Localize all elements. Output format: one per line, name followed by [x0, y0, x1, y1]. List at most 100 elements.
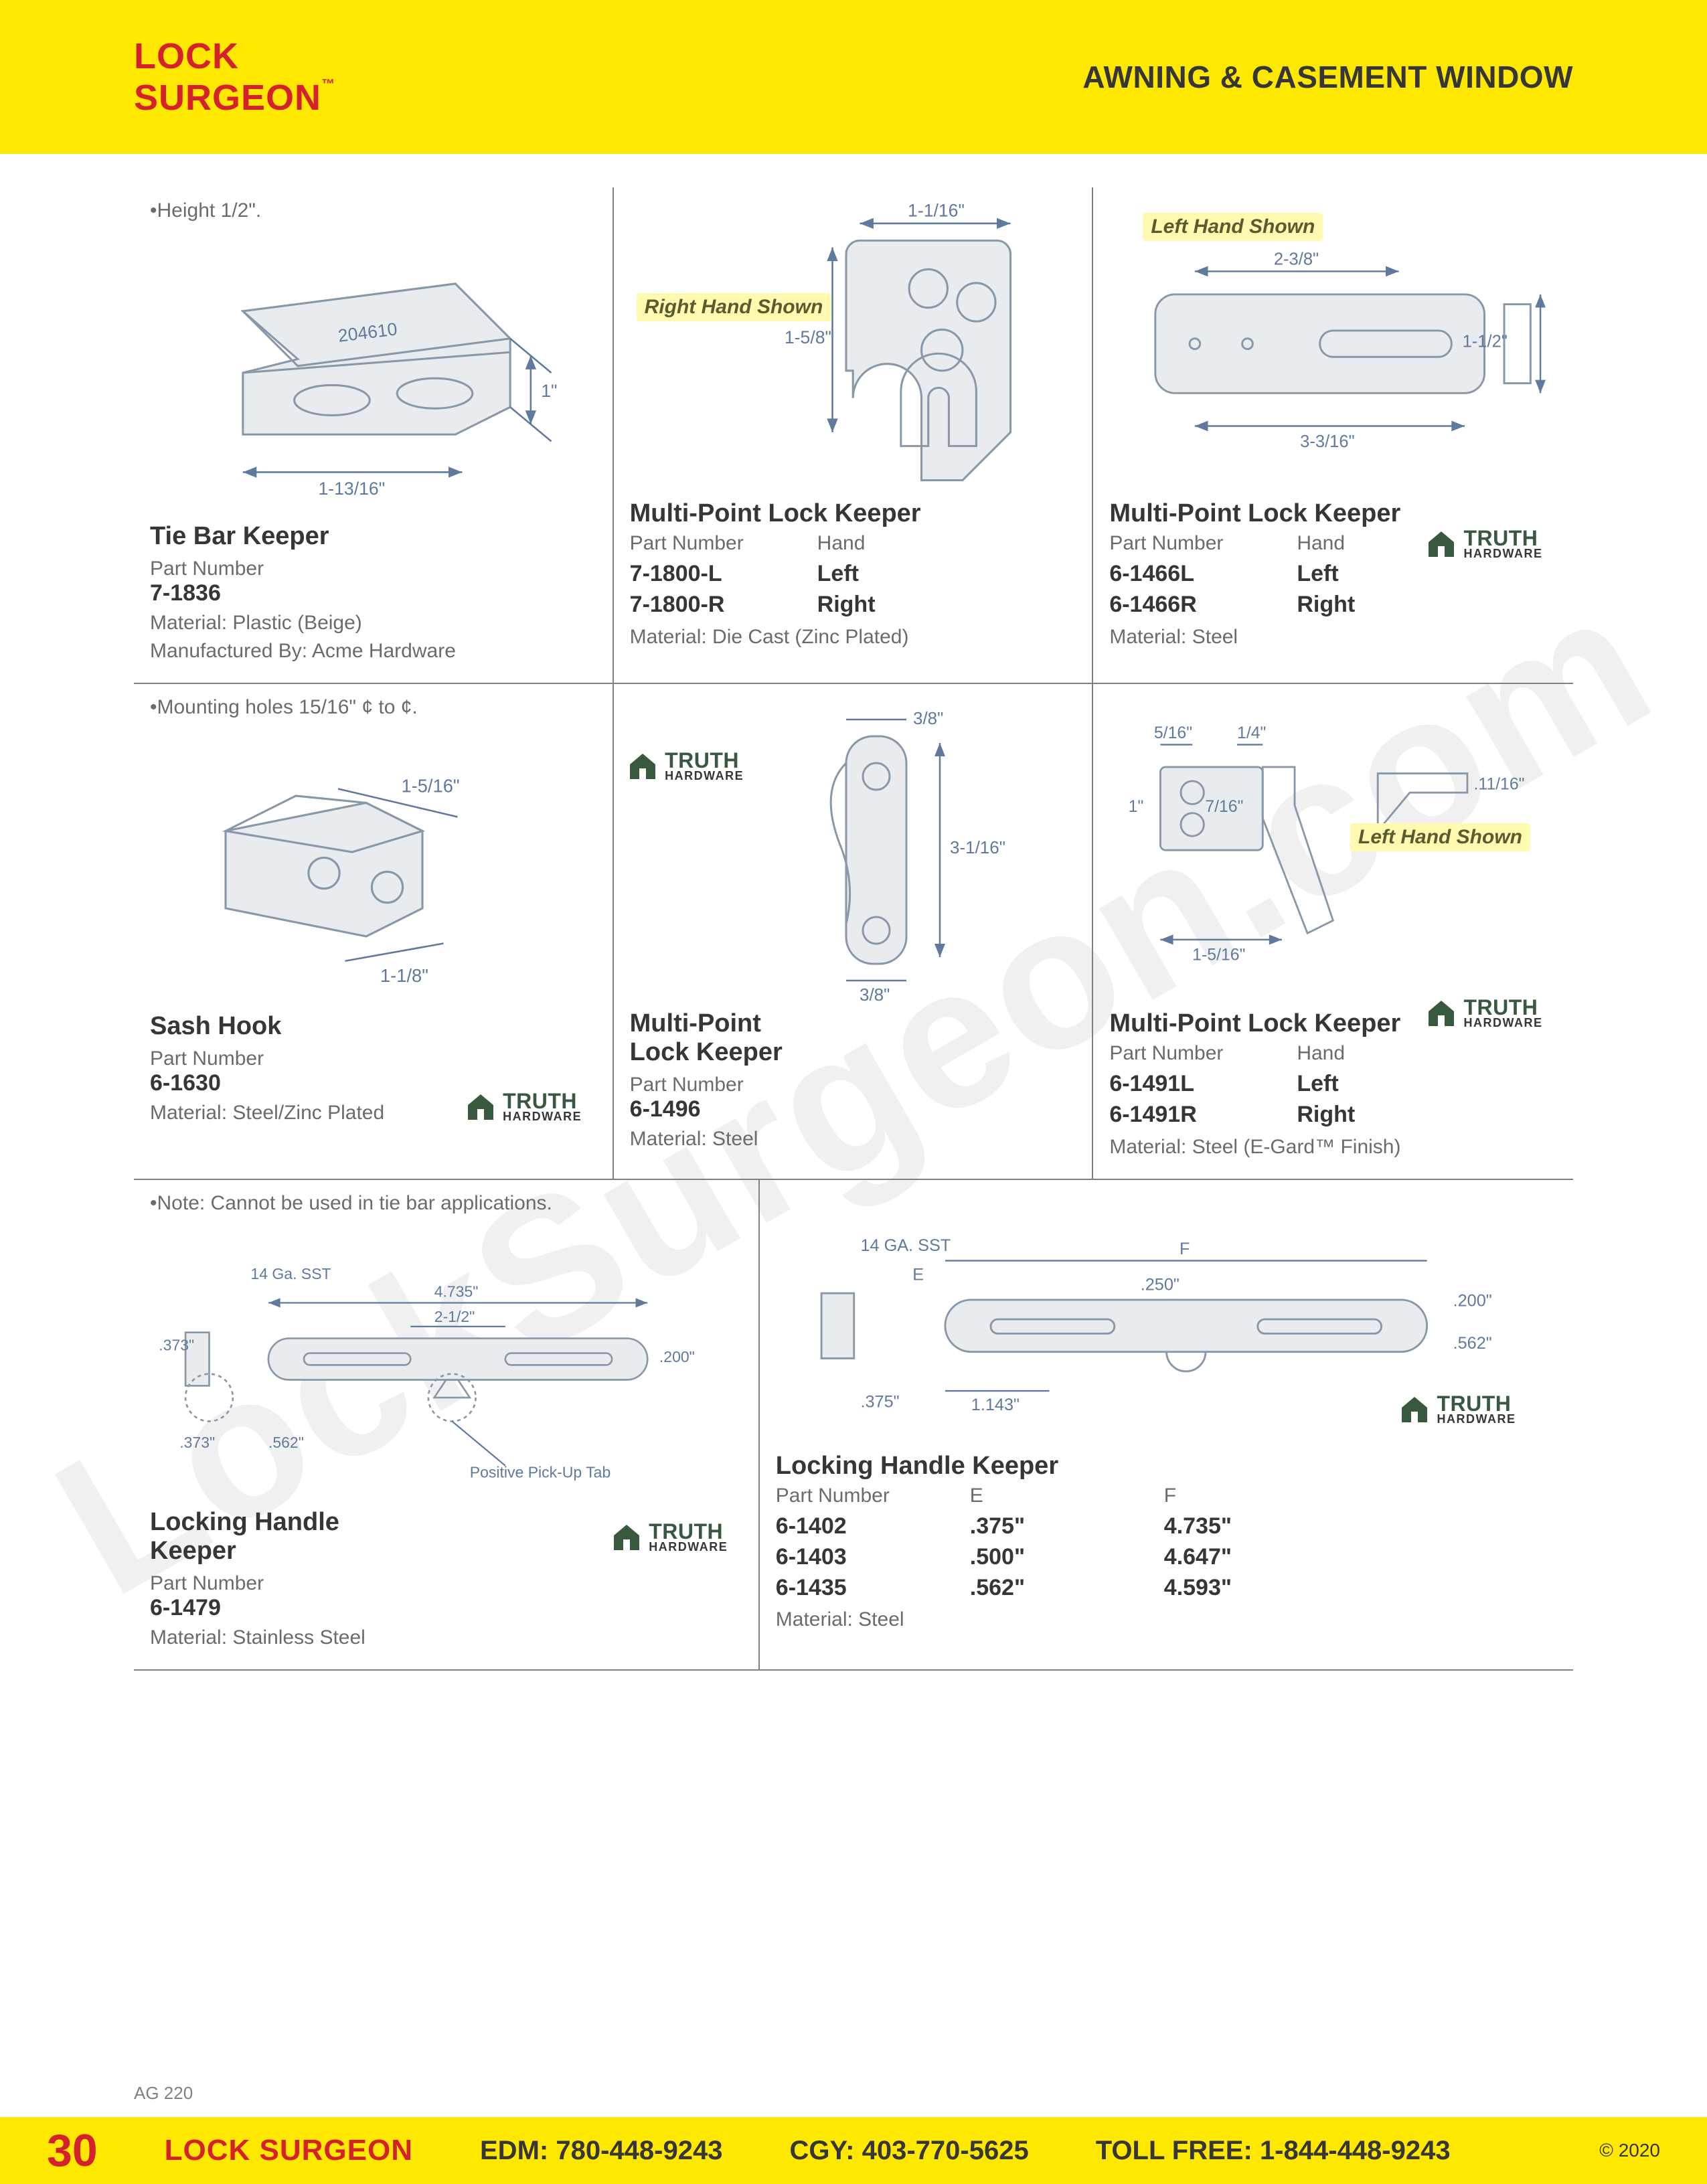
svg-text:1": 1": [1129, 798, 1144, 816]
product-title: Multi-Point Lock Keeper: [630, 499, 1076, 528]
spec-header: Part Number Hand: [1109, 1042, 1557, 1065]
pn-value: 7-1836: [150, 580, 596, 606]
svg-text:14 GA. SST: 14 GA. SST: [860, 1236, 951, 1255]
svg-text:1.143": 1.143": [971, 1396, 1020, 1414]
pn-value: 6-1496: [630, 1096, 1076, 1122]
material-line: Material: Steel: [1109, 626, 1557, 649]
spec-rows: 7-1800-L 7-1800-R Left Right: [630, 559, 1076, 620]
svg-text:7/16": 7/16": [1206, 798, 1244, 816]
product-row-1: •Height 1/2". 204610 1-13/16": [134, 187, 1573, 684]
mfg-line: Manufactured By: Acme Hardware: [150, 640, 596, 663]
truth-logo: TRUTHHARDWARE: [1399, 1394, 1533, 1441]
svg-text:.200": .200": [659, 1348, 695, 1365]
product-title: Locking Handle Keeper: [776, 1452, 1557, 1481]
svg-text:1/4": 1/4": [1237, 724, 1266, 742]
svg-text:4.735": 4.735": [434, 1282, 479, 1300]
product-title: Locking Handle Keeper: [150, 1508, 351, 1566]
hand-note: Right Hand Shown: [637, 293, 831, 321]
svg-text:E: E: [912, 1265, 924, 1284]
pn-label: Part Number: [150, 558, 596, 580]
truth-logo: TRUTHHARDWARE: [1426, 529, 1560, 576]
hand-note: Left Hand Shown: [1143, 213, 1323, 241]
svg-text:3/8": 3/8": [913, 708, 943, 728]
footer-bar: 30 LOCK SURGEON EDM: 780-448-9243 CGY: 4…: [0, 2117, 1707, 2184]
diagram: 3/8" 3-1/16" 3/8": [630, 696, 1076, 1004]
svg-text:3-3/16": 3-3/16": [1300, 432, 1355, 450]
footer-brand: LOCK SURGEON: [165, 2134, 413, 2167]
contact-edm: EDM: 780-448-9243: [480, 2136, 722, 2166]
svg-text:1-5/16": 1-5/16": [401, 776, 459, 796]
spec-rows: 6-1402 6-1403 6-1435 .375" .500" .562" 4…: [776, 1511, 1557, 1604]
svg-text:1-5/16": 1-5/16": [1193, 946, 1246, 964]
svg-text:.11/16": .11/16": [1474, 775, 1525, 793]
svg-text:.373": .373": [159, 1336, 194, 1353]
category-title: AWNING & CASEMENT WINDOW: [1082, 59, 1573, 95]
brand-logo: LOCK SURGEON™: [134, 35, 335, 118]
page-number: 30: [47, 2124, 98, 2177]
svg-text:1-13/16": 1-13/16": [318, 479, 385, 499]
svg-text:3-1/16": 3-1/16": [950, 837, 1005, 857]
cell-tie-bar-keeper: •Height 1/2". 204610 1-13/16": [134, 187, 614, 683]
svg-text:.562": .562": [268, 1434, 304, 1451]
header-bar: LOCK SURGEON™ AWNING & CASEMENT WINDOW: [0, 0, 1707, 154]
product-row-2: •Mounting holes 15/16" ¢ to ¢. 1-5/16" 1…: [134, 684, 1573, 1180]
pn-label: Part Number: [150, 1047, 596, 1070]
svg-text:.562": .562": [1453, 1334, 1491, 1353]
svg-text:1-1/2": 1-1/2": [1463, 332, 1508, 351]
contact-tollfree: TOLL FREE: 1-844-448-9243: [1096, 2136, 1451, 2166]
svg-text:3/8": 3/8": [860, 985, 890, 1004]
cell-lhk-1479: •Note: Cannot be used in tie bar applica…: [134, 1180, 760, 1669]
svg-text:5/16": 5/16": [1154, 724, 1192, 742]
diagram: Left Hand Shown 2-3/8" 3-3/16": [1109, 199, 1557, 494]
svg-text:14 Ga. SST: 14 Ga. SST: [250, 1265, 331, 1282]
truth-logo: TRUTHHARDWARE: [1426, 998, 1560, 1045]
svg-text:1-1/8": 1-1/8": [380, 965, 428, 986]
material-line: Material: Steel: [776, 1608, 1557, 1631]
product-title: Tie Bar Keeper: [150, 522, 596, 551]
svg-text:.250": .250": [1140, 1275, 1179, 1294]
cell-lhk-table: 14 GA. SST E F .250" .200" .562" .375" 1…: [760, 1180, 1573, 1669]
svg-text:F: F: [1180, 1240, 1190, 1258]
contact-cgy: CGY: 403-770-5625: [789, 2136, 1028, 2166]
cell-mplk-1800: Right Hand Shown 1-1/16" 1-5/8": [614, 187, 1094, 683]
product-row-3: •Note: Cannot be used in tie bar applica…: [134, 1180, 1573, 1671]
logo-text-bottom: SURGEON™: [134, 77, 335, 118]
pn-label: Part Number: [630, 1074, 1076, 1096]
cell-sash-hook: •Mounting holes 15/16" ¢ to ¢. 1-5/16" 1…: [134, 684, 614, 1179]
ag-code: AG 220: [134, 2083, 193, 2104]
svg-text:Positive Pick-Up Tab: Positive Pick-Up Tab: [470, 1463, 611, 1480]
svg-text:1-1/16": 1-1/16": [908, 201, 965, 221]
pn-value: 6-1479: [150, 1595, 742, 1621]
material-line: Material: Stainless Steel: [150, 1626, 742, 1649]
truth-logo: TRUTHHARDWARE: [465, 1092, 599, 1139]
note-text: •Note: Cannot be used in tie bar applica…: [150, 1192, 742, 1215]
product-title: Multi-Point Lock Keeper: [1109, 499, 1557, 528]
material-line: Material: Plastic (Beige): [150, 612, 596, 635]
cell-mplk-1491: Left Hand Shown 5/16" 1/4" 1" 7/16" 1-5/…: [1093, 684, 1573, 1179]
svg-text:.200": .200": [1453, 1291, 1491, 1310]
svg-text:2-1/2": 2-1/2": [434, 1308, 475, 1325]
svg-text:1-5/8": 1-5/8": [785, 327, 831, 347]
logo-text-top: LOCK: [134, 35, 335, 77]
note-text: •Height 1/2".: [150, 199, 596, 222]
hand-note: Left Hand Shown: [1350, 823, 1530, 851]
svg-text:.375": .375": [860, 1392, 899, 1411]
svg-text:1": 1": [541, 381, 557, 401]
diagram: Left Hand Shown 5/16" 1/4" 1" 7/16" 1-5/…: [1109, 696, 1557, 1004]
material-line: Material: Steel (E-Gard™ Finish): [1109, 1136, 1557, 1159]
svg-text:2-3/8": 2-3/8": [1274, 250, 1319, 268]
cell-mplk-1466: Left Hand Shown 2-3/8" 3-3/16": [1093, 187, 1573, 683]
spec-header: Part Number Hand: [630, 532, 1076, 555]
note-text: •Mounting holes 15/16" ¢ to ¢.: [150, 696, 596, 719]
pn-label: Part Number: [150, 1572, 742, 1595]
spec-header: Part Number E F: [776, 1485, 1557, 1507]
main-content: •Height 1/2". 204610 1-13/16": [0, 154, 1707, 1671]
product-title: Multi-Point Lock Keeper: [630, 1009, 817, 1067]
material-line: Material: Steel: [630, 1128, 1076, 1151]
spec-rows: 6-1491L 6-1491R Left Right: [1109, 1069, 1557, 1130]
copyright: © 2020: [1599, 2140, 1660, 2161]
product-title: Sash Hook: [150, 1012, 596, 1041]
diagram: 204610 1-13/16" 1": [150, 229, 596, 517]
diagram: 1-5/16" 1-1/8": [150, 726, 596, 1007]
material-line: Material: Die Cast (Zinc Plated): [630, 626, 1076, 649]
